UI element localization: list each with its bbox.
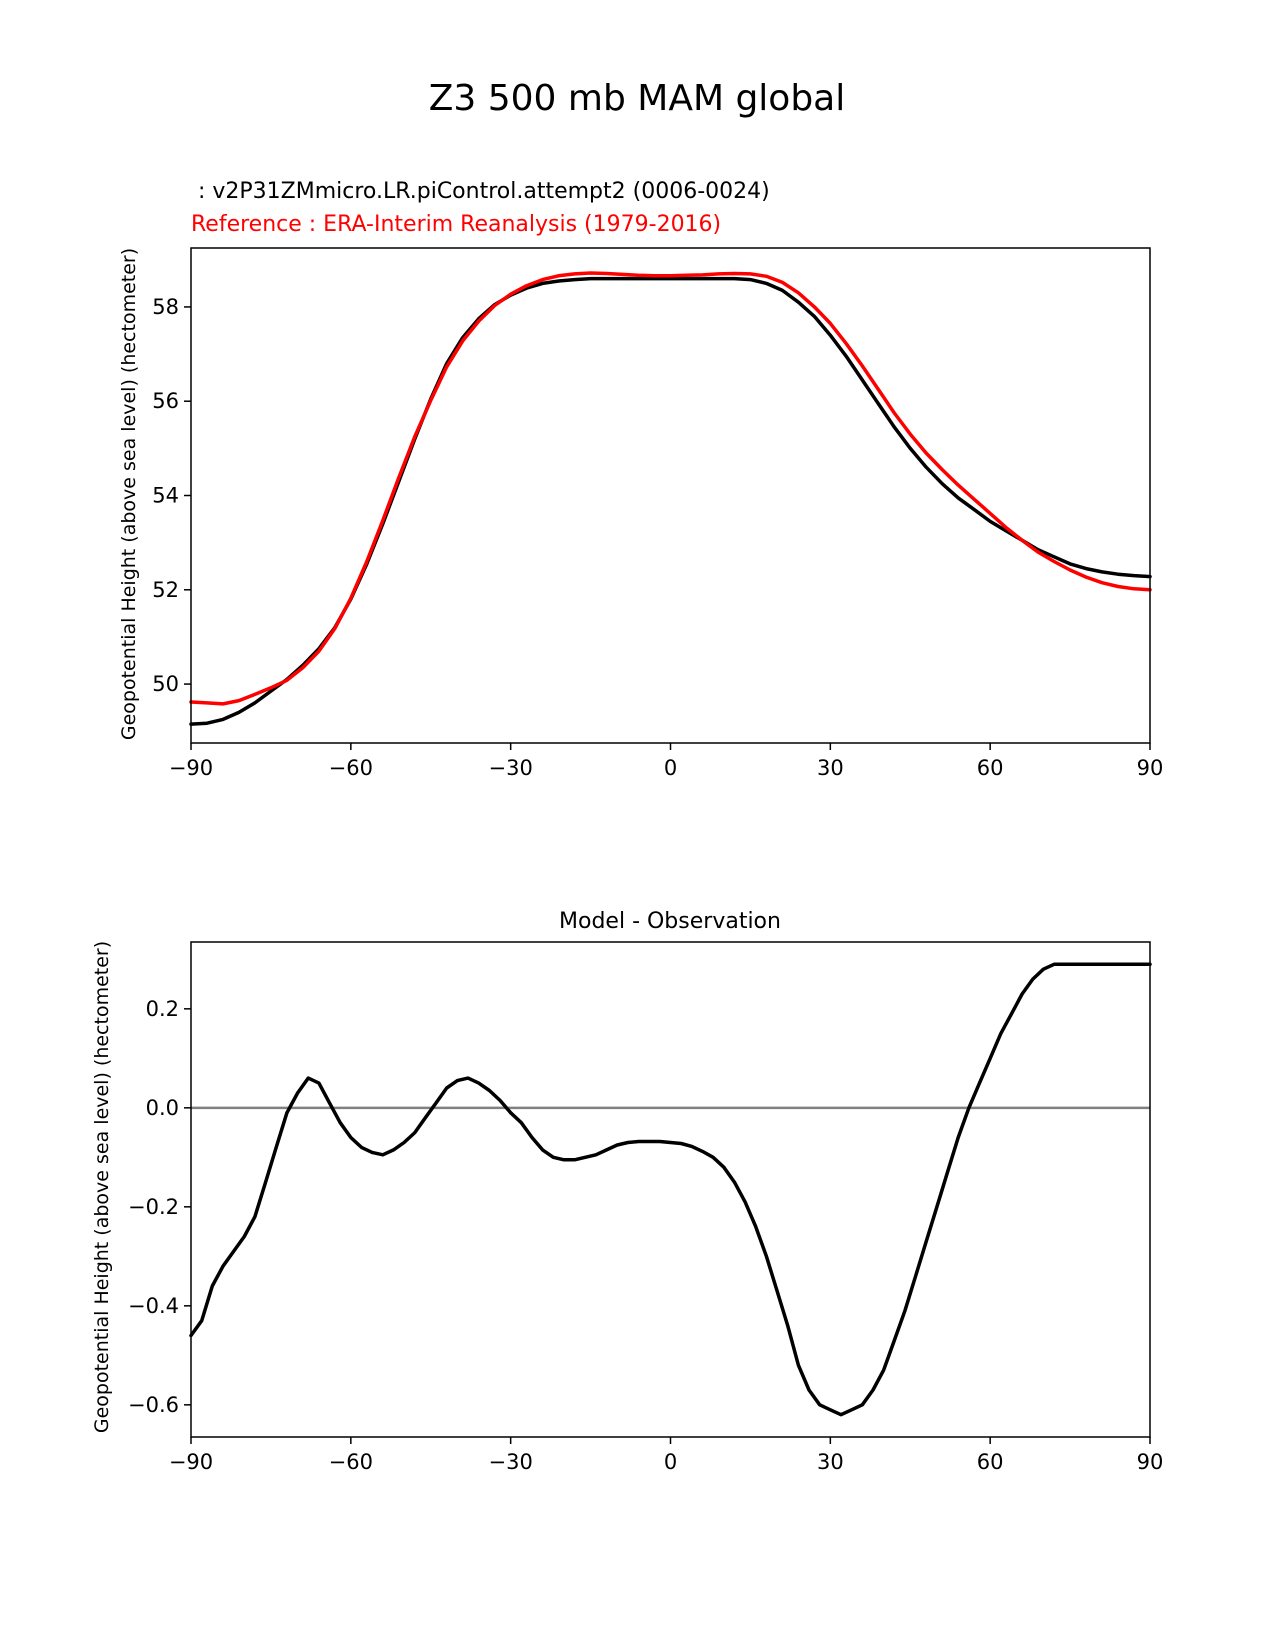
x-tick-label: −30: [489, 756, 533, 780]
y-tick-label: 54: [152, 484, 179, 508]
top-plot-frame: [190, 247, 1151, 744]
y-tick-label: 0.0: [146, 1096, 179, 1120]
reference-label: Reference : ERA-Interim Reanalysis (1979…: [191, 212, 721, 237]
bottom-plot-marks: −90 −60 −30 0 30 60 90 −0.6 −0.4 −0.2 0.0 0.2: [128, 962, 1164, 1474]
x-tick-label: −60: [329, 1450, 373, 1474]
y-tick-label: −0.6: [128, 1393, 179, 1417]
x-tick-label: 60: [977, 1450, 1004, 1474]
y-tick-label: 58: [152, 295, 179, 319]
series-line-0: [189, 276, 1152, 726]
x-tick-label: 30: [817, 756, 844, 780]
top-y-axis-label: Geopotential Height (above sea level) (h…: [118, 248, 140, 740]
bottom-y-axis-label: Geopotential Height (above sea level) (h…: [91, 941, 113, 1433]
figure-title: Z3 500 mb MAM global: [429, 78, 846, 119]
y-tick-label: −0.4: [128, 1294, 179, 1318]
x-tick-label: −90: [169, 1450, 213, 1474]
bottom-panel: Model - Observation Geopotential Height …: [91, 909, 1163, 1474]
x-tick-label: 30: [817, 1450, 844, 1474]
y-tick-label: 50: [152, 672, 179, 696]
y-tick-label: 52: [152, 578, 179, 602]
series-line-0: [189, 962, 1152, 1417]
x-tick-label: −90: [169, 756, 213, 780]
x-tick-label: 90: [1137, 1450, 1164, 1474]
test-case-label: : v2P31ZMmicro.LR.piControl.attempt2 (00…: [191, 179, 770, 204]
x-tick-label: 0: [664, 1450, 677, 1474]
difference-title: Model - Observation: [559, 909, 781, 934]
top-panel: : v2P31ZMmicro.LR.piControl.attempt2 (00…: [118, 179, 1163, 780]
y-tick-label: 56: [152, 389, 179, 413]
x-tick-label: −30: [489, 1450, 533, 1474]
y-tick-label: −0.2: [128, 1195, 179, 1219]
x-tick-label: −60: [329, 756, 373, 780]
bottom-plot-frame: [190, 941, 1151, 1438]
x-tick-label: 0: [664, 756, 677, 780]
series-line-1: [189, 271, 1152, 706]
top-plot-marks: −90 −60 −30 0 30 60 90 50 52 54 56 58: [152, 271, 1164, 780]
x-tick-label: 90: [1137, 756, 1164, 780]
y-tick-label: 0.2: [146, 997, 179, 1021]
x-tick-label: 60: [977, 756, 1004, 780]
